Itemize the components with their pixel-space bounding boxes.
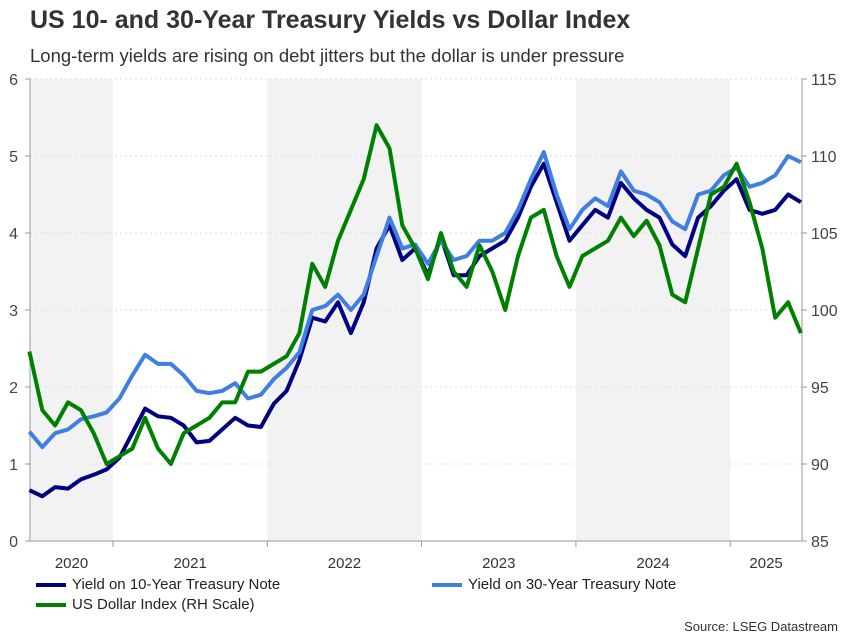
source-note: Source: LSEG Datastream	[684, 619, 838, 634]
y-left-tick-label: 4	[9, 226, 18, 243]
chart-title: US 10- and 30-Year Treasury Yields vs Do…	[30, 6, 631, 34]
y-right-tick-label: 110	[811, 149, 837, 166]
shaded-band-2024	[575, 79, 731, 541]
y-right-tick-label: 95	[811, 380, 829, 397]
y-right-tick-label: 90	[811, 457, 829, 474]
y-left-tick-label: 6	[9, 72, 18, 89]
x-tick-label: 2024	[636, 555, 669, 572]
y-right-tick-label: 115	[811, 72, 837, 89]
y-left-tick-label: 3	[9, 303, 18, 320]
legend-item-30y: Yield on 30-Year Treasury Note	[432, 576, 676, 593]
y-left-tick-label: 2	[9, 380, 18, 397]
x-tick-label: 2025	[749, 555, 782, 572]
y-right-tick-label: 105	[811, 226, 838, 243]
legend-swatch-dxy	[36, 602, 66, 607]
y-left-tick-label: 5	[9, 149, 18, 166]
legend-item-10y: Yield on 10-Year Treasury Note	[36, 576, 280, 593]
x-tick-label: 2021	[173, 555, 206, 572]
legend-label-10y: Yield on 10-Year Treasury Note	[72, 576, 281, 593]
y-right-tick-label: 100	[811, 303, 838, 320]
legend-label-30y: Yield on 30-Year Treasury Note	[468, 576, 677, 593]
x-tick-label: 2022	[328, 555, 361, 572]
chart-subtitle: Long-term yields are rising on debt jitt…	[30, 45, 625, 66]
x-tick-label: 2020	[55, 555, 88, 572]
legend-label-dxy: US Dollar Index (RH Scale)	[72, 596, 255, 613]
y-right-tick-label: 85	[811, 534, 829, 551]
legend-swatch-30y	[432, 582, 462, 587]
x-tick-label: 2023	[482, 555, 515, 572]
y-left-tick-label: 0	[9, 534, 18, 551]
legend-swatch-10y	[36, 582, 66, 587]
legend-item-dxy: US Dollar Index (RH Scale)	[36, 596, 255, 613]
y-left-tick-label: 1	[9, 457, 18, 474]
